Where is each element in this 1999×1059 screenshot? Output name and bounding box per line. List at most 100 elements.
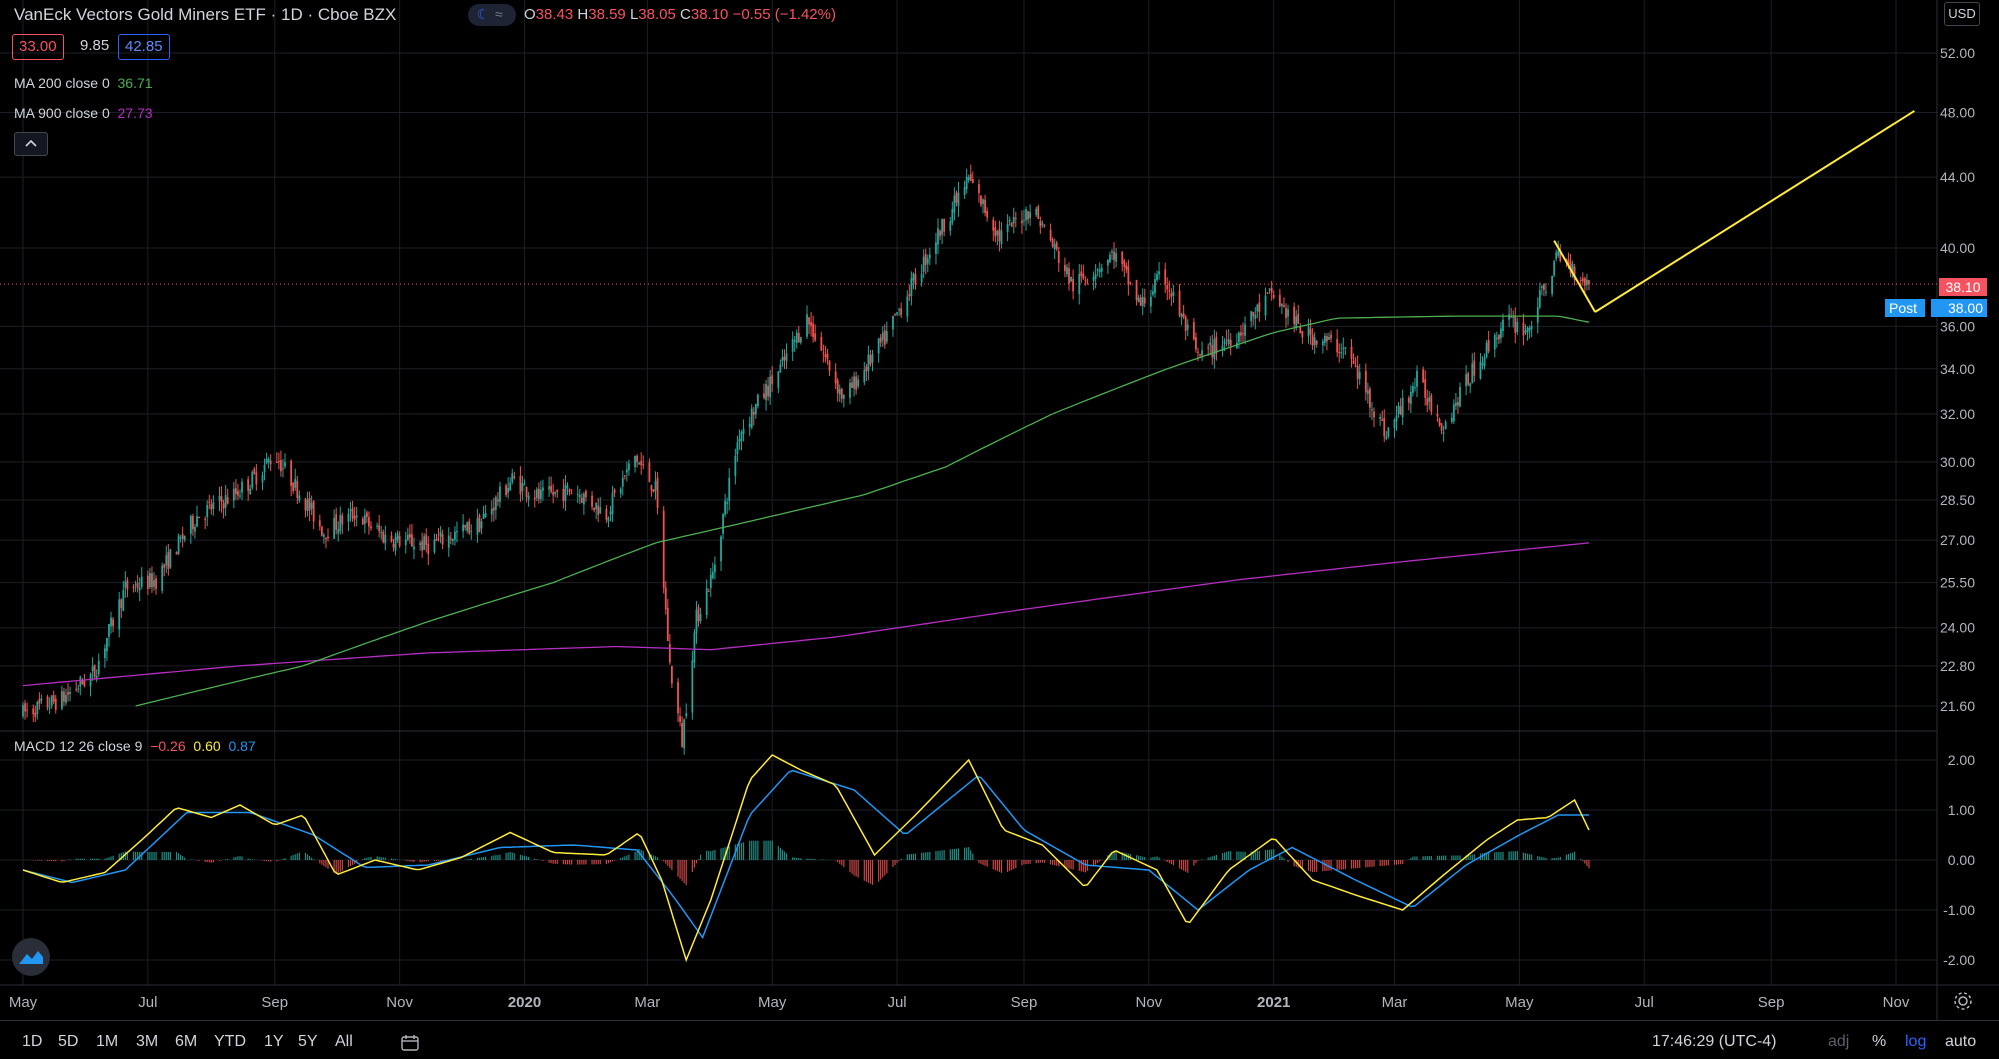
candle-body bbox=[1168, 290, 1171, 292]
range-5y-button[interactable]: 5Y bbox=[298, 1033, 318, 1050]
candle-body bbox=[1008, 219, 1011, 222]
candle-body bbox=[390, 535, 393, 542]
candle-body bbox=[462, 524, 465, 532]
compare-toggle[interactable]: ☾ ≈ bbox=[468, 4, 516, 26]
log-toggle[interactable]: log bbox=[1905, 1033, 1927, 1050]
candle-body bbox=[554, 491, 557, 494]
tradingview-logo[interactable] bbox=[12, 938, 50, 976]
candle-body bbox=[752, 411, 755, 415]
candle-body bbox=[167, 552, 170, 570]
candle-body bbox=[595, 502, 598, 510]
candle-body bbox=[955, 192, 958, 203]
candle-body bbox=[306, 499, 309, 511]
range-1y-button[interactable]: 1Y bbox=[264, 1033, 284, 1050]
time-tick-label: May bbox=[9, 994, 38, 1011]
range-6m-button[interactable]: 6M bbox=[175, 1033, 198, 1050]
candle-body bbox=[394, 536, 397, 551]
candle-body bbox=[582, 493, 585, 505]
candle-body bbox=[713, 564, 716, 573]
candle-body bbox=[877, 338, 880, 354]
candle-body bbox=[636, 455, 638, 463]
candle-body bbox=[1512, 316, 1515, 318]
candle-body bbox=[1452, 404, 1455, 422]
candle-body bbox=[539, 489, 542, 499]
candle-body bbox=[132, 586, 135, 589]
candle-body bbox=[1094, 274, 1097, 279]
candle-body bbox=[1172, 291, 1175, 297]
ma900-legend[interactable]: MA 900 close 0 27.73 bbox=[14, 105, 153, 121]
candle-body bbox=[650, 485, 653, 491]
candle-body bbox=[1508, 314, 1511, 320]
candle-body bbox=[1538, 290, 1541, 308]
candle-body bbox=[1485, 342, 1488, 358]
chart-title[interactable]: VanEck Vectors Gold Miners ETF · 1D · Cb… bbox=[14, 5, 397, 24]
candle-body bbox=[1227, 339, 1230, 345]
candle-body bbox=[820, 336, 823, 351]
candle-body bbox=[781, 357, 784, 362]
candle-body bbox=[1137, 297, 1140, 303]
range-5d-button[interactable]: 5D bbox=[58, 1033, 79, 1050]
clock[interactable]: 17:46:29 (UTC-4) bbox=[1652, 1033, 1777, 1050]
candle-body bbox=[812, 323, 815, 338]
macd-legend[interactable]: MACD 12 26 close 9 −0.26 0.60 0.87 bbox=[14, 738, 256, 754]
adj-toggle[interactable]: adj bbox=[1828, 1033, 1850, 1050]
candle-body bbox=[1553, 261, 1556, 276]
candle-body bbox=[1401, 397, 1404, 418]
ma200-legend[interactable]: MA 200 close 0 36.71 bbox=[14, 75, 153, 91]
candle-body bbox=[1356, 365, 1359, 379]
candle-body bbox=[175, 552, 178, 555]
range-1d-button[interactable]: 1D bbox=[22, 1033, 43, 1050]
candle-body bbox=[1121, 251, 1124, 264]
candle-body bbox=[521, 483, 524, 492]
collapse-legend-button[interactable] bbox=[14, 132, 48, 156]
range-1m-button[interactable]: 1M bbox=[96, 1033, 119, 1050]
candle-body bbox=[492, 507, 495, 511]
grid-lines bbox=[0, 0, 1999, 1020]
candle-body bbox=[1250, 311, 1253, 321]
candle-body bbox=[1428, 397, 1431, 402]
candle-body bbox=[284, 462, 286, 467]
range-all-button[interactable]: All bbox=[335, 1033, 353, 1050]
candle-body bbox=[1070, 276, 1072, 282]
candle-body bbox=[836, 380, 839, 393]
candle-body bbox=[294, 478, 297, 488]
settings-button[interactable] bbox=[1952, 990, 1974, 1012]
candle-body bbox=[161, 565, 164, 591]
candle-body bbox=[65, 695, 67, 703]
candle-body bbox=[1049, 229, 1052, 241]
candle-body bbox=[1039, 220, 1042, 227]
candle-body bbox=[290, 460, 293, 486]
percent-toggle[interactable]: % bbox=[1872, 1033, 1887, 1050]
ask-price-button[interactable]: 42.85 bbox=[118, 34, 170, 60]
candle-body bbox=[953, 195, 956, 213]
candle-body bbox=[734, 455, 737, 477]
candle-body bbox=[437, 538, 440, 540]
candle-body bbox=[349, 509, 352, 512]
candle-body bbox=[1430, 395, 1433, 413]
macd-tick-label: 1.00 bbox=[1948, 802, 1975, 818]
range-3m-button[interactable]: 3M bbox=[136, 1033, 159, 1050]
time-tick-label: Mar bbox=[1382, 994, 1408, 1011]
candle-body bbox=[1141, 296, 1144, 307]
candle-body bbox=[423, 536, 426, 550]
candle-body bbox=[1369, 388, 1371, 408]
range-ytd-button[interactable]: YTD bbox=[214, 1033, 246, 1050]
candle-body bbox=[980, 195, 982, 205]
candle-body bbox=[1440, 423, 1443, 431]
auto-toggle[interactable]: auto bbox=[1945, 1033, 1977, 1050]
candle-body bbox=[353, 515, 356, 520]
candle-body bbox=[134, 584, 137, 586]
candle-body bbox=[720, 536, 722, 562]
bid-price-button[interactable]: 33.00 bbox=[12, 34, 64, 60]
candle-body bbox=[1092, 276, 1095, 281]
date-range-button[interactable] bbox=[400, 1034, 420, 1052]
currency-button[interactable]: USD bbox=[1944, 2, 1980, 26]
candle-body bbox=[1516, 321, 1519, 333]
candle-body bbox=[1240, 332, 1242, 336]
candle-body bbox=[151, 573, 153, 588]
candle-body bbox=[533, 497, 536, 500]
candle-body bbox=[1066, 267, 1068, 275]
candle-body bbox=[478, 515, 481, 532]
macd-tick-label: 0.00 bbox=[1948, 852, 1975, 868]
